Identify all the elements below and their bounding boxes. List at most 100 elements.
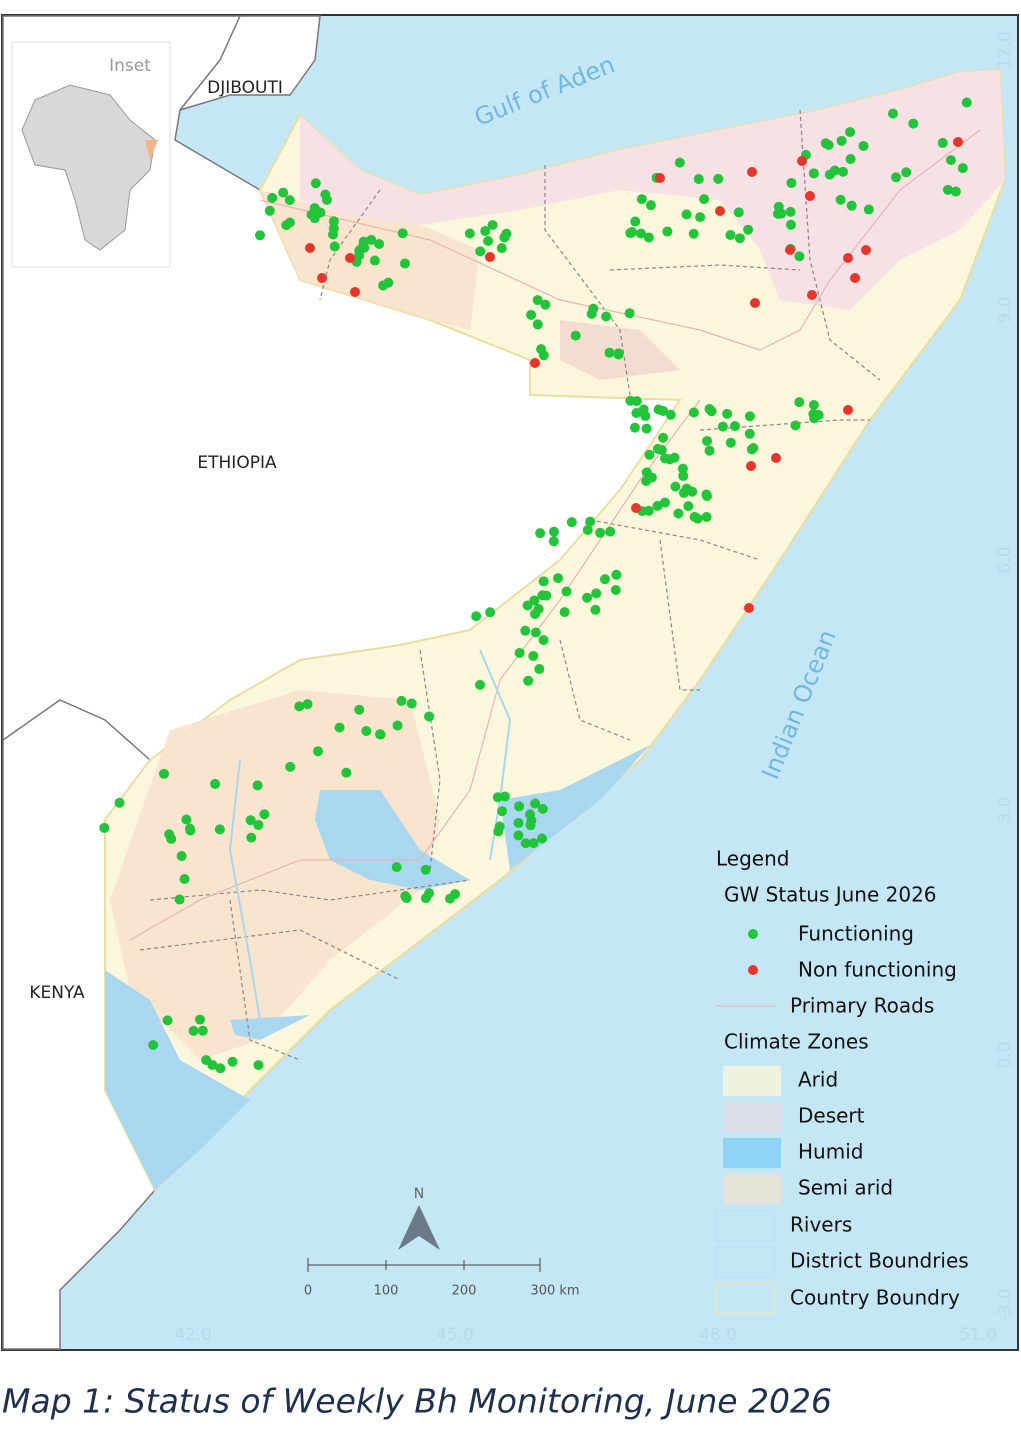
- well-functioning: [475, 679, 486, 690]
- well-functioning: [613, 349, 624, 360]
- legend-swatch: [715, 1210, 775, 1242]
- well-functioning: [845, 127, 856, 138]
- well-functioning: [480, 226, 491, 237]
- well-functioning: [595, 527, 606, 538]
- well-functioning: [570, 330, 581, 341]
- legend-swatch: [723, 1138, 781, 1168]
- latitude-label: 3.0: [995, 796, 1015, 823]
- well-functioning: [601, 311, 612, 322]
- well-functioning: [201, 1055, 212, 1066]
- wells: [99, 97, 972, 1074]
- well-functioning: [284, 217, 295, 228]
- well-functioning: [699, 194, 710, 205]
- country-label: DJIBOUTI: [207, 78, 283, 98]
- well-functioning: [321, 194, 332, 205]
- well-functioning: [485, 607, 496, 618]
- well-non-functioning: [715, 206, 725, 216]
- well-functioning: [475, 246, 486, 257]
- well-functioning: [561, 586, 572, 597]
- well-functioning: [520, 838, 531, 849]
- well-functioning: [245, 815, 256, 826]
- well-functioning: [341, 767, 352, 778]
- well-functioning: [786, 177, 797, 188]
- inset-africa: [21, 84, 156, 251]
- well-functioning: [746, 444, 757, 455]
- well-functioning: [535, 528, 546, 539]
- well-functioning: [659, 497, 670, 508]
- legend-item: Country Boundry: [790, 1286, 960, 1310]
- well-functioning: [264, 205, 275, 216]
- legend-dot: [748, 965, 758, 975]
- legend-item: Non functioning: [798, 958, 957, 982]
- well-functioning: [444, 893, 455, 904]
- legend-item: Humid: [798, 1140, 863, 1164]
- legend-swatch: [723, 1174, 781, 1204]
- well-functioning: [717, 421, 728, 432]
- well-functioning: [836, 135, 847, 146]
- well-functioning: [267, 192, 278, 203]
- well-functioning: [677, 463, 688, 474]
- well-functioning: [605, 526, 616, 537]
- well-functioning: [790, 420, 801, 431]
- well-functioning: [624, 308, 635, 319]
- well-functioning: [114, 797, 125, 808]
- well-functioning: [538, 635, 549, 646]
- well-functioning: [744, 428, 755, 439]
- well-functioning: [528, 650, 539, 661]
- well-functioning: [538, 350, 549, 361]
- legend-swatch: [723, 1066, 781, 1096]
- well-functioning: [176, 851, 187, 862]
- well-functioning: [540, 299, 551, 310]
- well-functioning: [820, 138, 831, 149]
- scale-bar: [307, 1258, 541, 1272]
- well-functioning: [706, 406, 717, 417]
- well-functioning: [725, 230, 736, 241]
- semi-arid-zone: [110, 690, 440, 1060]
- well-functioning: [942, 184, 953, 195]
- well-functioning: [908, 118, 919, 129]
- latitude-labels: 12.0 9.0 6.0 3.0 0.0 -3.0: [995, 31, 1015, 1322]
- well-functioning: [357, 242, 368, 253]
- well-functioning: [497, 806, 508, 817]
- well-functioning: [808, 400, 819, 411]
- well-non-functioning: [843, 253, 853, 263]
- well-functioning: [704, 445, 715, 456]
- well-functioning: [374, 238, 385, 249]
- well-functioning: [253, 820, 264, 831]
- well-functioning: [530, 627, 541, 638]
- well-functioning: [950, 186, 961, 197]
- well-functioning: [227, 1056, 238, 1067]
- roads: [129, 129, 981, 941]
- well-functioning: [401, 893, 412, 904]
- well-functioning: [493, 826, 504, 837]
- scale-label: 200: [452, 1284, 477, 1299]
- well-functioning: [611, 569, 622, 580]
- well-functioning: [591, 588, 602, 599]
- well-functioning: [313, 746, 324, 757]
- well-functioning: [525, 809, 536, 820]
- well-functioning: [937, 137, 948, 148]
- well-functioning: [695, 212, 706, 223]
- legend-swatch: [715, 1282, 775, 1314]
- well-functioning: [392, 720, 403, 731]
- inset-label: Inset: [109, 56, 151, 76]
- well-functioning: [652, 443, 663, 454]
- well-functioning: [525, 820, 536, 831]
- inset-somalia: [145, 140, 158, 160]
- well-functioning: [334, 722, 345, 733]
- scale-label: 0: [304, 1284, 312, 1299]
- well-functioning: [629, 422, 640, 433]
- latitude-label: -3.0: [995, 1288, 1015, 1321]
- well-functioning: [354, 704, 365, 715]
- latitude-label: 9.0: [995, 296, 1015, 323]
- legend-item: Rivers: [790, 1213, 852, 1237]
- well-functioning: [643, 505, 654, 516]
- well-functioning: [179, 874, 190, 885]
- well-functioning: [808, 168, 819, 179]
- well-functioning: [329, 241, 340, 252]
- well-functioning: [259, 809, 270, 820]
- well-functioning: [520, 625, 531, 636]
- well-functioning: [773, 208, 784, 219]
